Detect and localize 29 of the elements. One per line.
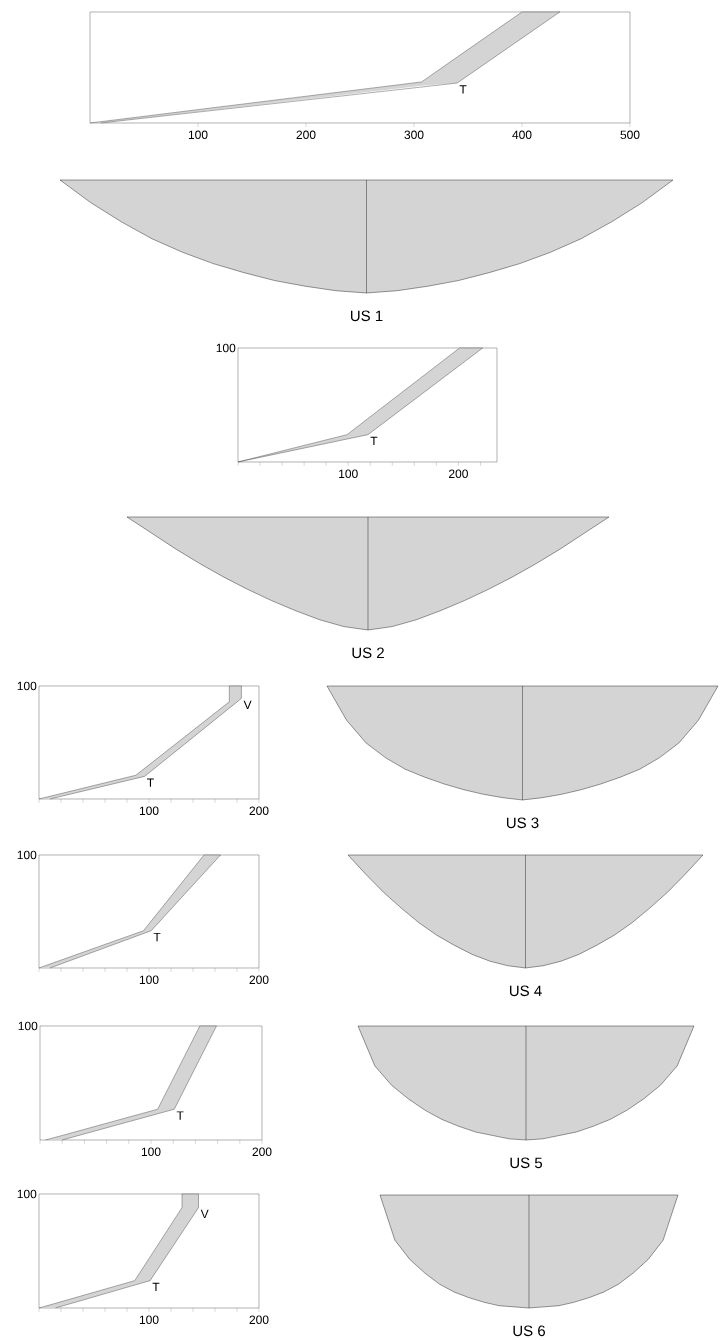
annotation: V (200, 1209, 209, 1219)
text: 100 (17, 1189, 37, 1199)
x-axis-title: US 4 (509, 985, 542, 997)
x-tick-label: 300 (404, 130, 424, 140)
text: 100 (17, 850, 37, 860)
annotation: T (152, 1282, 160, 1292)
x-tick-label: 200 (249, 1315, 269, 1325)
x-tick-label: 200 (252, 1147, 272, 1157)
annotation: T (176, 1111, 184, 1120)
annotation: T (370, 436, 378, 446)
annotation: T (459, 85, 467, 94)
x-tick-label: 200 (249, 975, 269, 985)
x-axis-title: US 2 (352, 647, 384, 659)
text: 100 (216, 343, 236, 353)
text: 100 (17, 681, 37, 691)
annotation: T (153, 932, 161, 942)
x-tick-label: 100 (188, 130, 208, 140)
annotation: V (243, 700, 252, 709)
x-axis-title: US 3 (506, 817, 539, 829)
x-tick-label: 200 (449, 469, 468, 479)
x-tick-label: 200 (249, 806, 269, 816)
x-axis-title: US 6 (513, 1325, 545, 1337)
x-tick-label: 500 (620, 130, 640, 140)
x-axis-title: US 5 (510, 1157, 543, 1169)
x-tick-label: 200 (296, 130, 316, 140)
annotation: T (147, 778, 154, 787)
x-axis-title: US 1 (350, 310, 383, 322)
x-tick-label: 400 (512, 130, 532, 140)
text: 100 (18, 1021, 38, 1031)
